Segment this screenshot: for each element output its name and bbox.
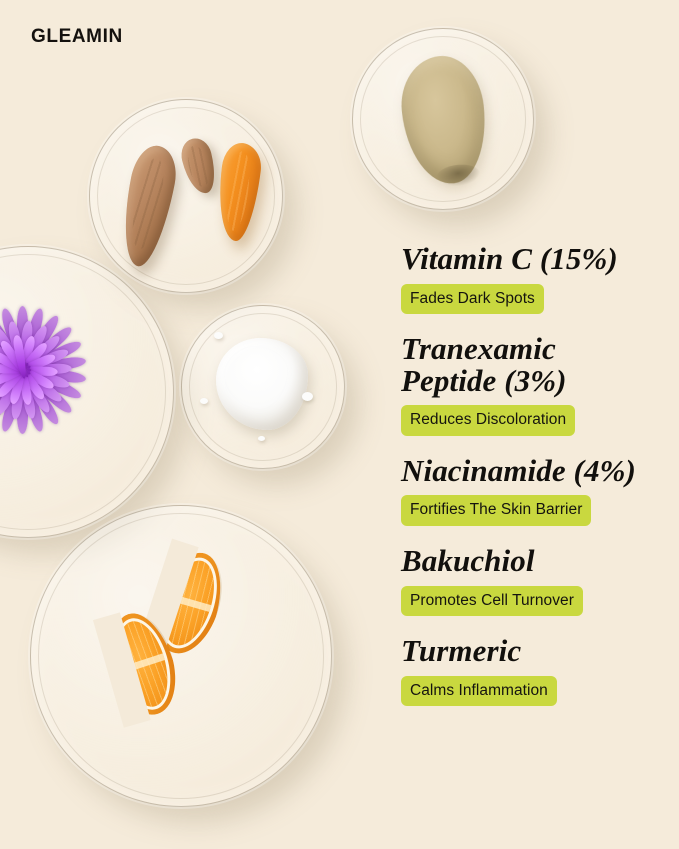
ingredient-name: Bakuchiol bbox=[401, 542, 535, 578]
ingredient-benefit-badge: Calms Inflammation bbox=[401, 675, 557, 707]
powder-crumb bbox=[200, 398, 208, 404]
ingredient-entry-5: Turmeric Calms Inflammation bbox=[401, 633, 663, 707]
ingredient-name: Turmeric bbox=[401, 633, 522, 669]
glass-dish-turmeric bbox=[89, 99, 283, 293]
ingredient-benefit-badge: Reduces Discoloration bbox=[401, 405, 576, 436]
ingredient-benefit-badge: Fades Dark Spots bbox=[401, 283, 544, 315]
ingredient-list: Vitamin C (15%) Fades Dark Spots Tranexa… bbox=[401, 241, 663, 707]
ingredient-name: Vitamin C (15%) bbox=[401, 241, 618, 276]
ingredient-photography bbox=[0, 0, 400, 849]
brand-logo: GLEAMIN bbox=[31, 26, 123, 47]
ingredient-entry-4: Bakuchiol Promotes Cell Turnover bbox=[401, 542, 663, 617]
ingredient-entry-3: Niacinamide (4%) Fortifies The Skin Barr… bbox=[401, 455, 663, 526]
white-powder-mound bbox=[216, 338, 308, 430]
ingredient-name: Niacinamide (4%) bbox=[401, 452, 636, 488]
ingredient-entry-2: Tranexamic Peptide (3%) Reduces Discolor… bbox=[401, 333, 663, 436]
powder-crumb bbox=[214, 332, 223, 339]
powder-crumb bbox=[302, 392, 313, 401]
purple-flower bbox=[0, 286, 106, 454]
ingredient-name: Tranexamic Peptide (3%) bbox=[401, 331, 567, 398]
powder-crumb bbox=[258, 436, 265, 441]
ingredient-benefit-badge: Promotes Cell Turnover bbox=[401, 585, 583, 617]
ingredient-benefit-badge: Fortifies The Skin Barrier bbox=[401, 495, 592, 526]
ingredient-entry-1: Vitamin C (15%) Fades Dark Spots bbox=[401, 241, 663, 315]
